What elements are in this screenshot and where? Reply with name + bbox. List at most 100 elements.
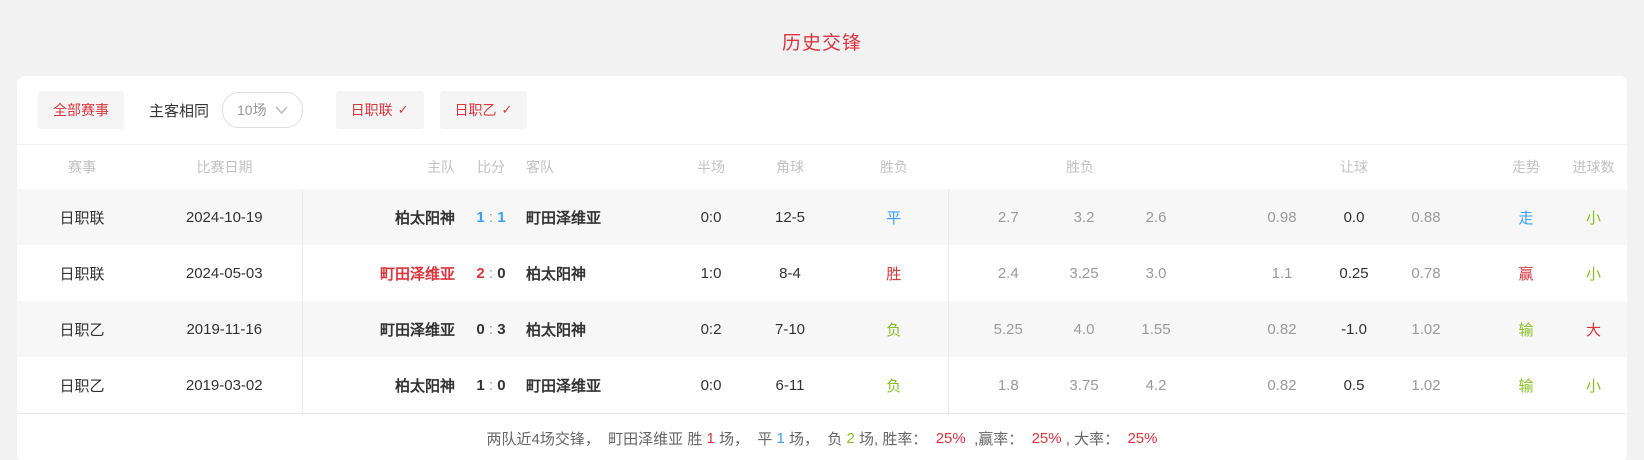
cell-goals-size: 大: [1560, 301, 1627, 357]
cell-goals-size: 小: [1586, 377, 1602, 395]
cell-odds-draw: 3.75: [1069, 376, 1099, 394]
summary-win-count: 1: [706, 429, 715, 447]
col-date: 比赛日期: [196, 159, 253, 175]
league-filter-j2[interactable]: 日职乙 ✓: [439, 91, 528, 129]
cell-handicap-line: 0.0: [1318, 189, 1390, 245]
cell-halftime: 0:2: [682, 301, 740, 357]
summary-lose-count: 2: [846, 429, 855, 447]
cell-corners: 8-4: [779, 264, 801, 282]
cell-odds-draw: 3.2: [1048, 189, 1120, 245]
cell-trend: 输: [1462, 301, 1561, 357]
cell-trend: 输: [1518, 377, 1534, 395]
summary-draw-count: 1: [776, 429, 785, 447]
cell-halftime: 0:0: [682, 189, 740, 245]
cell-corners: 6-11: [775, 376, 805, 394]
same-home-away-label[interactable]: 主客相同: [149, 102, 210, 120]
summary-text: ,赢率：: [965, 430, 1032, 448]
cell-handicap-home: 0.82: [1267, 376, 1297, 394]
cell-halftime: 1:0: [700, 264, 722, 282]
cell-handicap-away: 1.02: [1390, 301, 1463, 357]
filter-bar: 全部赛事 主客相同 10场 日职联 ✓ 日职乙 ✓: [17, 76, 1627, 145]
col-goals: 进球数: [1572, 159, 1615, 175]
cell-date: 2019-11-16: [147, 301, 303, 357]
cell-date: 2019-03-02: [147, 357, 303, 413]
col-half: 半场: [697, 159, 725, 175]
col-odds-group: 胜负: [1066, 159, 1094, 175]
cell-handicap-home: 1.1: [1271, 264, 1293, 282]
home-goals: 2: [476, 264, 485, 282]
col-score: 比分: [477, 159, 505, 175]
cell-halftime: 0:0: [700, 376, 722, 394]
cell-handicap-home: 0.82: [1192, 301, 1318, 357]
score-colon: :: [484, 320, 498, 338]
cell-away-team: 柏太阳神: [526, 265, 587, 283]
cell-home-team: 柏太阳神: [302, 189, 460, 245]
cell-away-team: 町田泽维亚: [526, 377, 602, 395]
col-home: 主队: [427, 159, 455, 175]
cell-handicap-line: 0.25: [1339, 264, 1369, 282]
home-goals: 1: [476, 208, 485, 226]
match-count-value: 10场: [237, 102, 267, 118]
check-icon: ✓: [397, 102, 409, 117]
cell-league: 日职联: [59, 265, 105, 283]
score-colon: :: [484, 264, 498, 282]
summary-win-rate: 25%: [935, 429, 966, 447]
home-goals: 1: [476, 376, 485, 394]
cell-goals-size: 小: [1560, 189, 1627, 245]
cell-odds-draw: 3.25: [1069, 264, 1099, 282]
cell-score: 1 : 0: [460, 357, 522, 413]
cell-odds-lose: 3.0: [1145, 264, 1167, 282]
summary-text: , 大率：: [1061, 430, 1128, 448]
league-j1-label: 日职联: [350, 102, 393, 118]
cell-league: 日职乙: [59, 377, 105, 395]
summary-handicap-rate: 25%: [1031, 429, 1062, 447]
col-result: 胜负: [880, 159, 908, 175]
cell-date: 2024-10-19: [147, 189, 303, 245]
cell-handicap-home: 0.98: [1192, 189, 1318, 245]
league-j2-label: 日职乙: [454, 102, 497, 118]
cell-score: 2 : 0: [460, 245, 522, 301]
match-count-select[interactable]: 10场: [222, 92, 303, 128]
league-filter-j1[interactable]: 日职联 ✓: [335, 91, 424, 129]
cell-odds-draw: 4.0: [1048, 301, 1120, 357]
table-header: 赛事 比赛日期 主队 比分 客队 半场 角球 胜负 胜负 让球 走势 进球数: [17, 145, 1627, 189]
page-title: 历史交锋: [781, 32, 862, 54]
col-away: 客队: [526, 159, 554, 175]
cell-away-team: 柏太阳神: [522, 301, 682, 357]
cell-corners: 7-10: [740, 301, 840, 357]
cell-home-team: 町田泽维亚: [379, 265, 455, 283]
score-colon: :: [484, 376, 498, 394]
all-events-button[interactable]: 全部赛事: [38, 91, 124, 129]
cell-score: 0 : 3: [460, 301, 522, 357]
cell-league: 日职乙: [17, 301, 147, 357]
score-colon: :: [484, 208, 498, 226]
col-trend: 走势: [1512, 159, 1541, 175]
cell-odds-win: 2.4: [997, 264, 1019, 282]
cell-odds-lose: 1.55: [1120, 301, 1192, 357]
cell-trend: 赢: [1518, 265, 1534, 283]
cell-odds-win: 1.8: [997, 376, 1019, 394]
cell-odds-lose: 2.6: [1120, 189, 1192, 245]
cell-result: 负: [840, 301, 949, 357]
table-row: 日职联 2024-10-19 柏太阳神 1 : 1 町田泽维亚 0:0 12-5…: [17, 189, 1627, 245]
cell-corners: 12-5: [740, 189, 840, 245]
col-handicap-group: 让球: [1340, 159, 1368, 175]
table-row: 日职乙 2019-11-16 町田泽维亚 0 : 3 柏太阳神 0:2 7-10…: [17, 301, 1627, 357]
cell-handicap-away: 1.02: [1411, 376, 1441, 394]
table-row: 日职乙 2019-03-02 柏太阳神 1 : 0 町田泽维亚 0:0 6-11…: [17, 357, 1627, 413]
away-goals: 0: [497, 264, 506, 282]
cell-odds-win: 2.7: [948, 189, 1048, 245]
h2h-summary: 两队近4场交锋， 町田泽维亚 胜 1 场， 平 1 场， 负 2 场, 胜率： …: [17, 413, 1627, 460]
cell-handicap-away: 0.78: [1411, 264, 1441, 282]
away-goals: 1: [497, 208, 506, 226]
cell-home-team: 柏太阳神: [394, 377, 455, 395]
h2h-panel: 全部赛事 主客相同 10场 日职联 ✓ 日职乙 ✓ 赛事 比赛日期: [17, 76, 1627, 460]
summary-text: 场， 负: [784, 430, 847, 448]
cell-handicap-line: 0.5: [1343, 376, 1365, 394]
cell-score: 1 : 1: [460, 189, 522, 245]
cell-handicap-line: -1.0: [1318, 301, 1390, 357]
cell-date: 2024-05-03: [147, 245, 303, 301]
away-goals: 0: [497, 376, 506, 394]
chevron-down-icon: [275, 106, 288, 115]
cell-away-team: 町田泽维亚: [522, 189, 682, 245]
